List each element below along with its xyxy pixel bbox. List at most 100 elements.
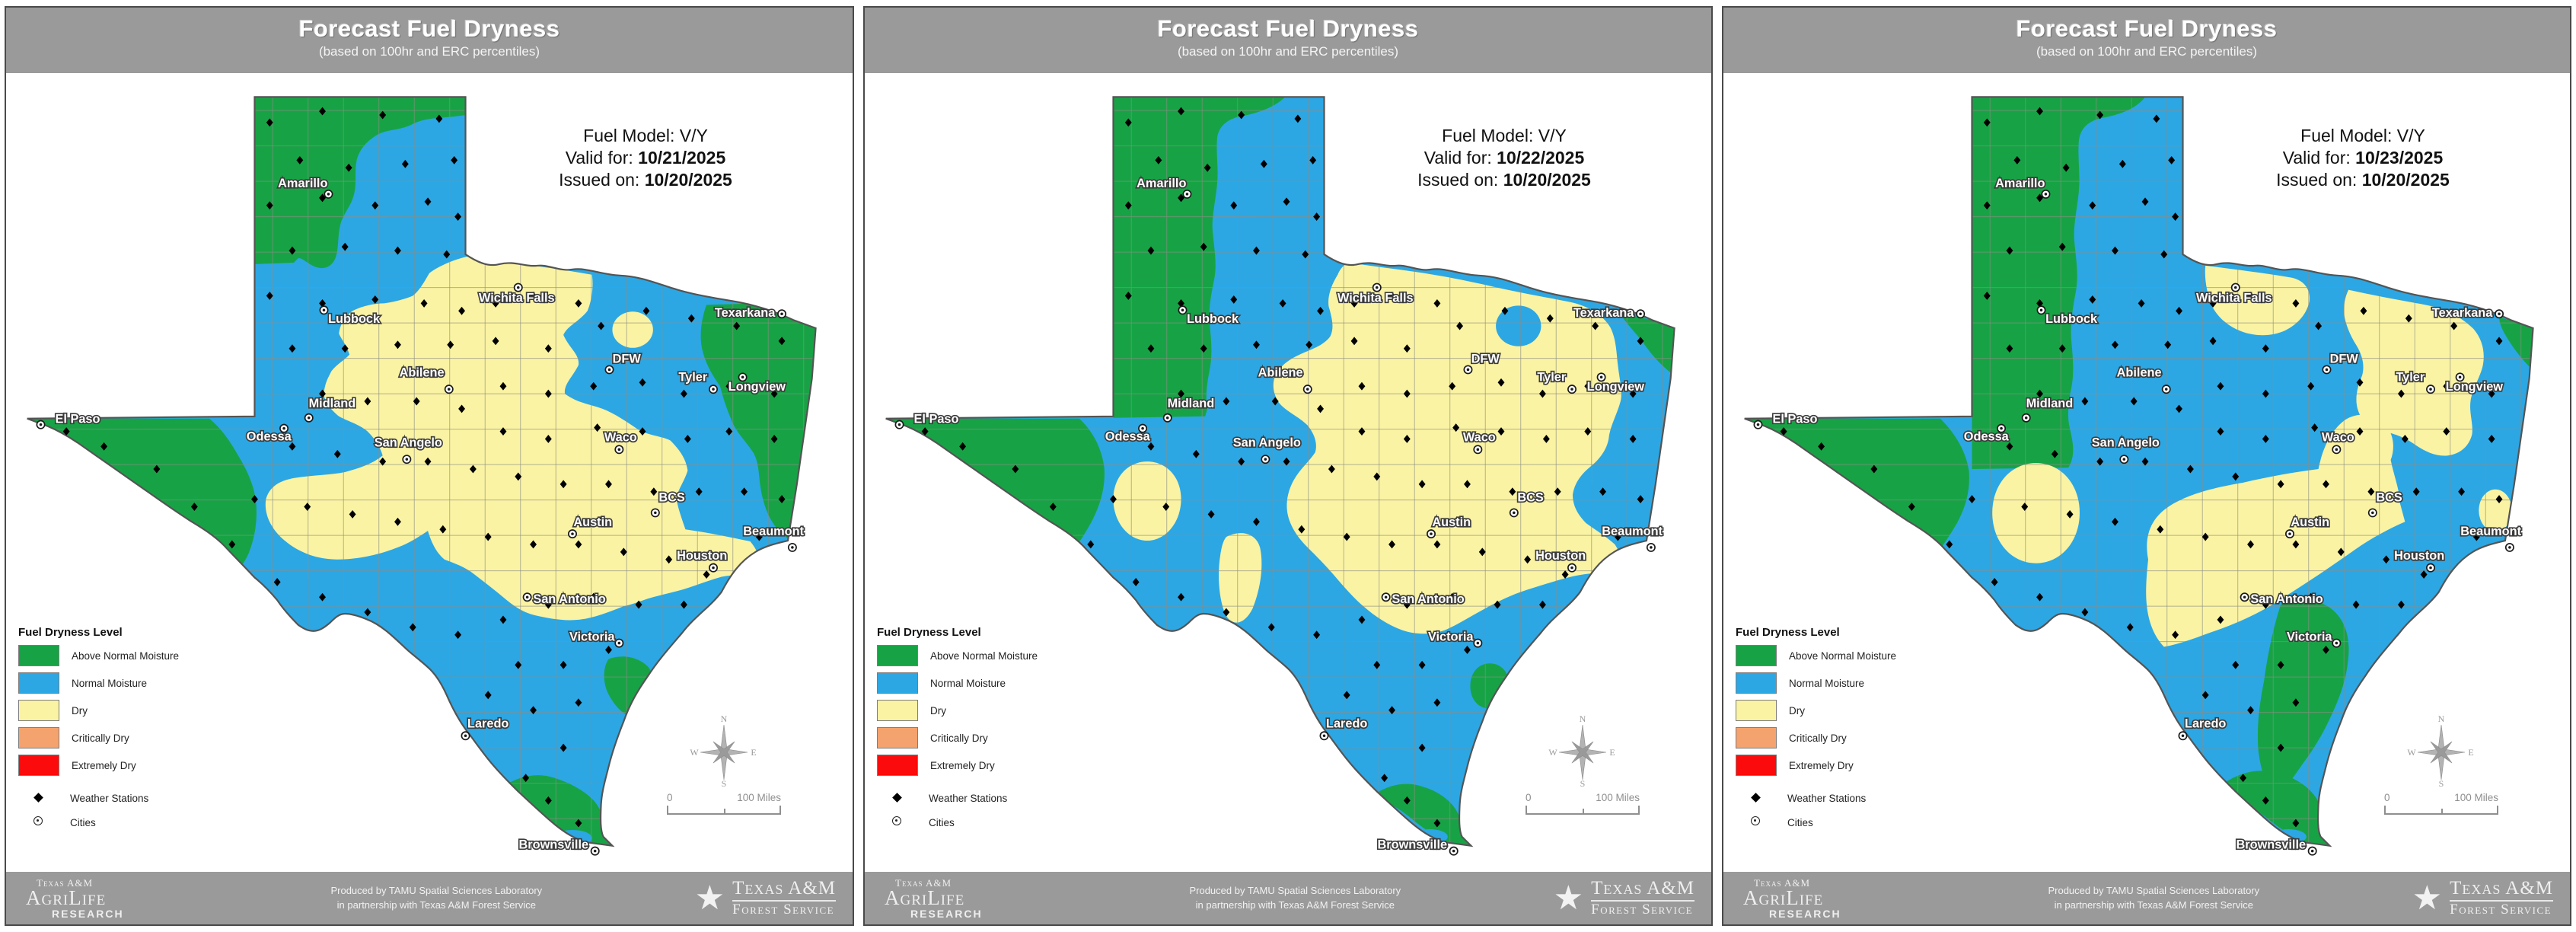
compass-rose-icon: N S W E: [690, 711, 758, 789]
credit-line-2: in partnership with Texas A&M Forest Ser…: [2054, 898, 2253, 911]
scale-bar-rule: [2384, 806, 2498, 815]
city-label: El Paso: [1773, 413, 1818, 426]
credit-line-2: in partnership with Texas A&M Forest Ser…: [336, 898, 536, 911]
weather-station-marker: [2292, 298, 2300, 308]
credit-line-1: Produced by TAMU Spatial Sciences Labora…: [2048, 884, 2260, 896]
city-label: San Angelo: [1233, 436, 1301, 449]
weather-station-marker: [2036, 389, 2043, 398]
weather-station-marker: [605, 646, 612, 654]
weather-station-marker: [2217, 381, 2224, 391]
city-dfw: DFW: [1463, 351, 1501, 375]
city-label: San Antonio: [533, 592, 605, 606]
credit-text: Produced by TAMU Spatial Sciences Labora…: [1037, 884, 1554, 913]
weather-station-marker: [2006, 442, 2013, 451]
weather-station-marker: [1388, 706, 1396, 715]
texas-state-outline: [27, 96, 817, 847]
texas-fuel-dryness-map: Amarillo Lubbock Wichita Falls Texarkana DFW…: [1744, 96, 2534, 856]
city-label: Tyler: [1537, 370, 1566, 384]
map-legend: Fuel Dryness Level Above Normal Moisture…: [877, 626, 1038, 840]
weather-station-marker: [1178, 389, 1184, 398]
weather-station-marker: [515, 660, 522, 669]
legend-symbol-label-station: Weather Stations: [929, 792, 1008, 804]
valid-for-line: Valid for: 10/21/2025: [478, 147, 813, 169]
city-san-angelo: San Angelo: [373, 435, 444, 464]
weather-station-marker: [1298, 525, 1306, 534]
legend-label-normal: Normal Moisture: [930, 677, 1006, 689]
legend-swatch-critical: [1736, 727, 1777, 748]
panel-footer: Texas A&M AgriLife RESEARCH Produced by …: [6, 872, 853, 924]
legend-swatch-normal: [877, 672, 918, 694]
city-el-paso: El Paso: [1753, 411, 1819, 429]
fuel-region-above-4: [2220, 771, 2330, 846]
weather-station-marker: [2277, 743, 2284, 752]
legend-label-dry: Dry: [930, 704, 946, 717]
city-dfw: DFW: [2322, 351, 2360, 375]
city-beaumont: Beaumont: [1601, 523, 1664, 552]
weather-station-marker: [1509, 487, 1516, 496]
credit-text: Produced by TAMU Spatial Sciences Labora…: [1895, 884, 2412, 913]
weather-station-marker: [2119, 159, 2126, 168]
weather-station-marker: [62, 427, 70, 436]
city-label: Tyler: [678, 370, 707, 384]
city-label: Houston: [2394, 549, 2444, 563]
legend-symbol-station: Weather Stations: [1736, 791, 1896, 805]
legend-title: Fuel Dryness Level: [877, 626, 981, 639]
weather-station-marker: [394, 246, 401, 255]
weather-station-marker: [2472, 532, 2480, 541]
weather-station-marker: [2247, 292, 2255, 300]
legend-swatch-above: [877, 645, 918, 666]
legend-label-dry: Dry: [72, 704, 88, 717]
city-label: Lubbock: [328, 312, 381, 326]
forest-service-line1: Texas A&M: [1591, 878, 1694, 902]
city-label: Laredo: [2185, 717, 2226, 730]
weather-station-marker: [2112, 340, 2119, 350]
city-san-angelo: San Angelo: [2090, 435, 2161, 464]
forest-service-star-icon: ★: [1553, 879, 1584, 917]
city-san-antonio: San Antonio: [1381, 591, 1465, 608]
weather-station-marker: [1207, 509, 1215, 519]
weather-station-marker: [2089, 201, 2096, 210]
weather-station-marker: [2176, 404, 2183, 413]
forest-service-line1: Texas A&M: [2450, 878, 2553, 902]
weather-station-marker: [1478, 547, 1486, 557]
weather-station-marker: [575, 298, 582, 308]
weather-station-marker: [2201, 691, 2209, 700]
weather-station-marker: [1403, 344, 1411, 353]
compass-east-label: E: [2468, 747, 2473, 758]
legend-symbol-label-city: Cities: [70, 816, 96, 828]
legend-label-critical: Critically Dry: [1789, 732, 1847, 744]
weather-station-marker: [345, 163, 352, 172]
weather-station-marker: [458, 306, 466, 315]
weather-station-marker: [1524, 555, 1532, 564]
weather-station-marker: [488, 720, 496, 728]
map-legend: Fuel Dryness Level Above Normal Moisture…: [18, 626, 179, 840]
weather-station-marker: [153, 464, 161, 474]
agrilife-mid-text: AgriLife: [26, 886, 107, 909]
weather-station-marker: [1358, 615, 1366, 624]
weather-station-marker: [439, 525, 447, 534]
weather-station-marker: [304, 503, 311, 511]
weather-station-marker: [639, 378, 646, 387]
weather-station-marker: [2112, 246, 2119, 255]
weather-station-marker: [499, 615, 507, 624]
fuel-region-above-3: [1373, 784, 1471, 846]
legend-title: Fuel Dryness Level: [1736, 626, 1840, 639]
weather-station-marker: [620, 547, 627, 557]
weather-station-marker: [2096, 110, 2104, 120]
valid-for-line: Valid for: 10/22/2025: [1337, 147, 1672, 169]
weather-station-marker: [2458, 487, 2466, 496]
city-houston: Houston: [675, 547, 728, 573]
weather-station-marker: [1347, 720, 1354, 728]
legend-item-extreme: Extremely Dry: [18, 755, 179, 776]
fuel-region-dry-7: [1219, 533, 1262, 623]
scale-bar: 0 100 Miles: [1526, 792, 1640, 815]
agrilife-bottom-text: RESEARCH: [910, 907, 983, 920]
legend-symbols: Weather Stations Cities: [877, 791, 1038, 829]
city-label: Beaumont: [1602, 525, 1663, 538]
weather-station-marker: [2277, 660, 2284, 669]
forest-service-star-icon: ★: [694, 879, 725, 917]
city-bcs: BCS: [650, 490, 687, 518]
weather-station-marker: [228, 540, 236, 549]
forecast-info-block: Fuel Model: V/Y Valid for: 10/22/2025 Is…: [1337, 125, 1672, 190]
weather-station-marker: [2443, 381, 2450, 391]
